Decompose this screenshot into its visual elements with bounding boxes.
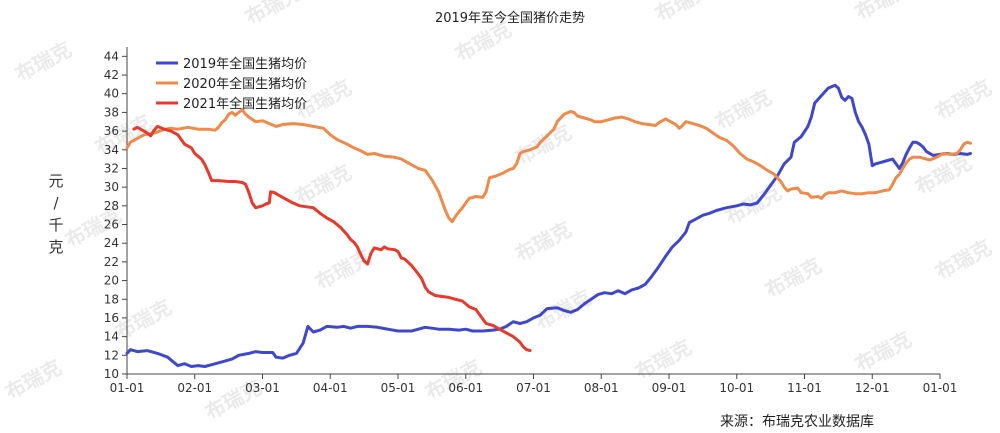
- x-tick-label: 02-01: [177, 381, 212, 395]
- x-tick-label: 01-01: [923, 381, 958, 395]
- x-tick-label: 07-01: [516, 381, 551, 395]
- watermark-text: 布瑞克: [761, 253, 825, 302]
- y-tick-label: 14: [104, 330, 119, 344]
- y-tick-label: 34: [104, 143, 119, 157]
- watermark-text: 布瑞克: [311, 245, 375, 294]
- legend-label: 2020年全国生猪均价: [183, 76, 307, 92]
- watermark-text: 布瑞克: [851, 327, 915, 376]
- y-tick-label: 42: [104, 68, 119, 82]
- series-line-1: [125, 83, 972, 368]
- series-lines: [125, 83, 972, 368]
- y-tick-label: 36: [104, 124, 119, 138]
- series-line-3: [132, 124, 532, 353]
- x-tick-label: 01-01: [110, 381, 145, 395]
- series-line-2: [125, 108, 972, 224]
- y-tick-label: 16: [104, 311, 119, 325]
- y-tick-label: 38: [104, 105, 119, 119]
- y-tick-label: 24: [104, 236, 119, 250]
- chart-title: 2019年至今全国猪价走势: [435, 10, 585, 26]
- watermark-text: 布瑞克: [711, 85, 775, 134]
- y-tick-label: 20: [104, 274, 119, 288]
- source-note: 来源：布瑞克农业数据库: [720, 414, 874, 430]
- watermark-text: 布瑞克: [291, 160, 355, 209]
- y-tick-label: 22: [104, 255, 119, 269]
- x-tick-label: 08-01: [584, 381, 619, 395]
- y-axis-label-char: 克: [48, 238, 63, 256]
- legend-label: 2021年全国生猪均价: [183, 96, 307, 112]
- watermark-text: 布瑞克: [511, 217, 575, 266]
- watermark-text: 布瑞克: [1, 355, 65, 404]
- watermark-text: 布瑞克: [511, 120, 575, 169]
- y-tick-label: 10: [104, 367, 119, 381]
- x-tick-label: 03-01: [245, 381, 280, 395]
- watermark-text: 布瑞克: [651, 0, 715, 26]
- y-tick-label: 26: [104, 218, 119, 232]
- x-ticks: 01-01 02-01 03-01 04-01 05-01 06-01 07-01 08-01…: [110, 374, 958, 395]
- x-tick-label: 09-01: [652, 381, 687, 395]
- y-tick-label: 44: [104, 49, 119, 63]
- y-ticks: 10 12 14 16 18 20 22 24 26 28 30 32 34 36 38 40 42 44: [104, 49, 127, 381]
- x-tick-label: 06-01: [448, 381, 483, 395]
- y-axis-label-char: 千: [48, 216, 63, 234]
- watermark-text: 布瑞克: [11, 37, 75, 86]
- watermark-text: 布瑞克: [421, 355, 485, 404]
- x-tick-label: 10-01: [719, 381, 754, 395]
- y-tick-label: 40: [104, 87, 119, 101]
- watermark-text: 布瑞克: [851, 0, 915, 24]
- x-tick-label: 11-01: [787, 381, 822, 395]
- legend: 2019年全国生猪均价 2020年全国生猪均价 2021年全国生猪均价: [156, 56, 307, 112]
- y-tick-label: 30: [104, 180, 119, 194]
- y-tick-label: 12: [104, 348, 119, 362]
- y-tick-label: 32: [104, 161, 119, 175]
- x-tick-label: 12-01: [855, 381, 890, 395]
- watermark-text: 布瑞克: [931, 75, 995, 124]
- watermark-text: 布瑞克: [111, 295, 175, 344]
- x-tick-label: 05-01: [381, 381, 416, 395]
- legend-label: 2019年全国生猪均价: [183, 56, 307, 72]
- y-axis-label-char: 元: [48, 172, 63, 190]
- y-axis-label-char: /: [53, 194, 59, 212]
- watermark-text: 布瑞克: [241, 0, 305, 29]
- x-tick-label: 04-01: [313, 381, 348, 395]
- y-axis-label: 元 / 千克: [48, 172, 63, 256]
- watermark-text: 布瑞克: [631, 335, 695, 384]
- y-tick-label: 28: [104, 199, 119, 213]
- y-tick-label: 18: [104, 292, 119, 306]
- watermark-text: 布瑞克: [931, 235, 995, 284]
